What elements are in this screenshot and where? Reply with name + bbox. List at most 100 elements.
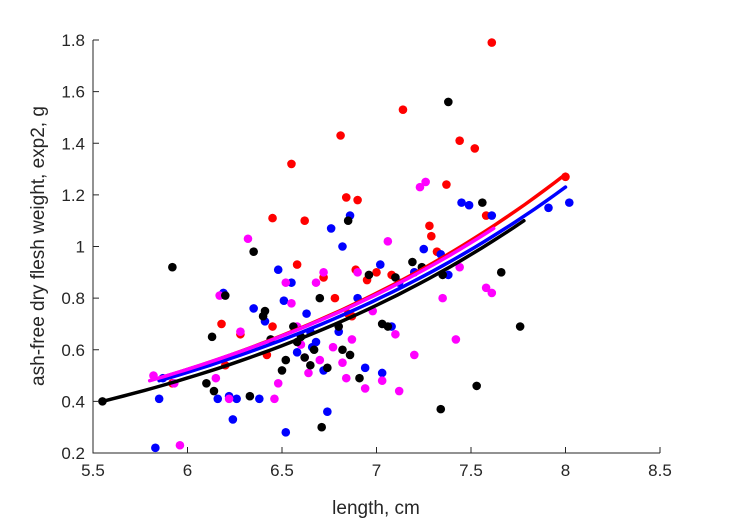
x-tick-label: 6.5 bbox=[270, 461, 294, 480]
data-point bbox=[300, 353, 309, 362]
x-tick-label: 8.5 bbox=[648, 461, 672, 480]
data-point bbox=[455, 136, 464, 145]
axis-box bbox=[92, 40, 660, 454]
data-point bbox=[260, 306, 270, 316]
y-tick-label: 0.8 bbox=[61, 289, 85, 308]
data-point bbox=[360, 363, 370, 373]
data-point bbox=[281, 278, 291, 287]
data-point bbox=[255, 394, 264, 404]
series-1-points bbox=[151, 198, 574, 453]
data-point bbox=[364, 270, 374, 280]
data-point bbox=[232, 394, 241, 404]
data-point bbox=[377, 376, 387, 386]
y-tick-label: 0.6 bbox=[61, 341, 85, 360]
data-point bbox=[217, 319, 226, 329]
x-tick-label: 8 bbox=[561, 461, 570, 480]
data-point bbox=[451, 335, 461, 344]
x-tick-label: 7.5 bbox=[459, 461, 483, 480]
y-tick-label: 1.8 bbox=[61, 31, 85, 50]
data-point bbox=[213, 394, 223, 404]
x-tick-label: 7 bbox=[372, 461, 381, 480]
y-tick-label: 1.4 bbox=[61, 134, 85, 153]
data-point bbox=[281, 428, 291, 437]
data-point bbox=[442, 180, 451, 189]
data-point bbox=[268, 322, 277, 331]
data-point bbox=[457, 198, 466, 207]
data-point bbox=[427, 231, 436, 241]
data-point bbox=[336, 131, 345, 140]
data-point bbox=[496, 268, 506, 277]
y-tick-label: 0.2 bbox=[61, 444, 85, 463]
data-point bbox=[249, 304, 258, 313]
data-point bbox=[341, 193, 351, 202]
y-tick-label: 0.4 bbox=[61, 392, 85, 411]
data-point bbox=[544, 203, 553, 213]
data-point bbox=[287, 298, 296, 308]
data-point bbox=[438, 293, 447, 303]
data-point bbox=[281, 355, 291, 365]
data-point bbox=[315, 355, 325, 365]
series-1-fit-line bbox=[157, 185, 568, 383]
data-point bbox=[353, 268, 362, 277]
data-point bbox=[564, 198, 574, 207]
data-point bbox=[360, 384, 370, 393]
data-point bbox=[228, 415, 238, 424]
data-point bbox=[207, 332, 217, 342]
data-point bbox=[245, 391, 255, 401]
data-point bbox=[347, 335, 357, 344]
data-point bbox=[353, 195, 362, 205]
data-point bbox=[249, 247, 258, 256]
data-point bbox=[326, 224, 336, 233]
data-point bbox=[338, 242, 347, 251]
data-point bbox=[315, 293, 325, 303]
data-point bbox=[319, 268, 328, 277]
data-point bbox=[372, 268, 381, 277]
data-point bbox=[224, 394, 234, 404]
series-3-points bbox=[98, 97, 525, 432]
data-point bbox=[279, 296, 289, 306]
y-tick-label: 1.6 bbox=[61, 83, 85, 102]
data-point bbox=[168, 262, 177, 272]
data-point bbox=[236, 327, 245, 336]
data-point bbox=[444, 97, 453, 107]
data-point bbox=[394, 386, 404, 396]
data-point bbox=[175, 440, 185, 450]
y-axis-ticks: 0.2 0.4 0.6 0.8 1 1.2 1.4 1.6 1.8 bbox=[61, 31, 99, 463]
data-point bbox=[419, 244, 429, 254]
data-point bbox=[302, 309, 311, 318]
data-point bbox=[425, 221, 434, 231]
data-point bbox=[209, 386, 219, 396]
data-point bbox=[268, 213, 277, 223]
data-point bbox=[243, 234, 253, 244]
data-point bbox=[408, 257, 417, 267]
data-point bbox=[391, 329, 400, 339]
data-point bbox=[273, 265, 283, 275]
series-0-fit-line bbox=[157, 172, 568, 380]
x-axis-label: length, cm bbox=[332, 498, 420, 519]
y-axis-label: ash-free dry flesh weight, exp2, g bbox=[28, 106, 49, 386]
data-point bbox=[292, 260, 302, 269]
data-point bbox=[436, 404, 446, 414]
data-point bbox=[273, 379, 283, 388]
data-point bbox=[211, 373, 221, 383]
series-3-fit-line bbox=[100, 218, 526, 404]
data-point bbox=[270, 394, 279, 404]
data-point bbox=[304, 368, 313, 378]
y-tick-label: 1.2 bbox=[61, 186, 85, 205]
data-point bbox=[202, 379, 211, 388]
data-point bbox=[383, 237, 393, 246]
data-point bbox=[277, 366, 287, 375]
data-point bbox=[464, 200, 474, 210]
data-point bbox=[309, 345, 319, 355]
data-point bbox=[487, 38, 497, 47]
data-point bbox=[330, 293, 340, 303]
x-tick-label: 5.5 bbox=[81, 461, 105, 480]
data-point bbox=[323, 363, 332, 373]
data-point bbox=[377, 368, 387, 378]
data-point bbox=[478, 198, 487, 207]
data-point bbox=[151, 443, 160, 453]
data-point bbox=[410, 350, 419, 360]
data-point bbox=[300, 216, 309, 225]
data-point bbox=[375, 260, 385, 269]
